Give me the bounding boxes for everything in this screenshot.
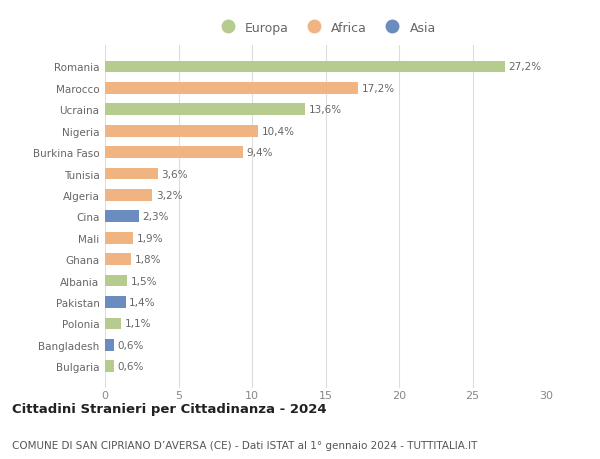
Text: 27,2%: 27,2% xyxy=(509,62,542,73)
Text: 3,2%: 3,2% xyxy=(156,190,182,201)
Text: 13,6%: 13,6% xyxy=(308,105,342,115)
Text: 2,3%: 2,3% xyxy=(142,212,169,222)
Text: 9,4%: 9,4% xyxy=(247,148,274,158)
Text: 1,5%: 1,5% xyxy=(131,276,157,286)
Text: 3,6%: 3,6% xyxy=(161,169,188,179)
Bar xyxy=(105,190,152,202)
Bar xyxy=(105,62,505,73)
Text: 10,4%: 10,4% xyxy=(262,126,295,136)
Bar xyxy=(105,104,305,116)
Bar xyxy=(105,168,158,180)
Bar xyxy=(105,361,114,372)
Text: COMUNE DI SAN CIPRIANO D’AVERSA (CE) - Dati ISTAT al 1° gennaio 2024 - TUTTITALI: COMUNE DI SAN CIPRIANO D’AVERSA (CE) - D… xyxy=(12,440,478,450)
Bar xyxy=(105,147,243,159)
Text: 17,2%: 17,2% xyxy=(362,84,395,94)
Bar xyxy=(105,318,121,330)
Bar xyxy=(105,339,114,351)
Bar xyxy=(105,232,133,244)
Bar xyxy=(105,83,358,95)
Text: 0,6%: 0,6% xyxy=(118,340,144,350)
Text: 1,4%: 1,4% xyxy=(129,297,156,308)
Bar xyxy=(105,275,127,287)
Bar xyxy=(105,211,139,223)
Bar xyxy=(105,126,258,137)
Text: 1,1%: 1,1% xyxy=(125,319,151,329)
Text: 0,6%: 0,6% xyxy=(118,361,144,371)
Text: 1,9%: 1,9% xyxy=(137,233,163,243)
Text: Cittadini Stranieri per Cittadinanza - 2024: Cittadini Stranieri per Cittadinanza - 2… xyxy=(12,403,326,415)
Bar xyxy=(105,254,131,265)
Bar xyxy=(105,297,125,308)
Text: 1,8%: 1,8% xyxy=(135,255,161,264)
Legend: Europa, Africa, Asia: Europa, Africa, Asia xyxy=(211,18,440,39)
